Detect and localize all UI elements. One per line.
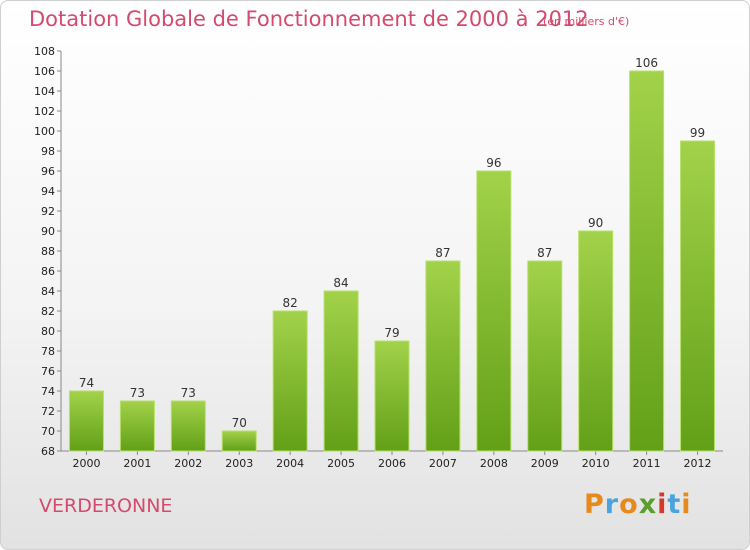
y-tick-label: 96 [41,165,55,178]
logo-letter: o [619,489,639,520]
bar-2001 [119,400,155,452]
data-label-2003: 70 [232,416,247,430]
bar-2000 [68,390,104,452]
y-tick-label: 82 [41,305,55,318]
y-tick-label: 94 [41,185,55,198]
y-tick-label: 78 [41,345,55,358]
x-tick-label-2010: 2010 [582,457,610,470]
bar-2009 [527,260,563,452]
y-tick-label: 86 [41,265,55,278]
data-label-2005: 84 [333,276,348,290]
proxiti-logo[interactable]: Proxiti [584,489,692,520]
logo-letter: i [681,489,692,520]
y-tick-label: 104 [34,85,55,98]
data-label-2002: 73 [181,386,196,400]
x-tick-label-2002: 2002 [174,457,202,470]
x-tick-label-2003: 2003 [225,457,253,470]
bar-2012 [680,140,716,452]
y-tick-label: 90 [41,225,55,238]
bar-2003 [221,430,257,452]
logo-letter: t [667,489,682,520]
data-label-2011: 106 [635,56,658,70]
data-label-2007: 87 [435,246,450,260]
x-tick-label-2000: 2000 [72,457,100,470]
data-label-2006: 79 [384,326,399,340]
x-tick-label-2012: 2012 [684,457,712,470]
data-label-2012: 99 [690,126,705,140]
y-tick-label: 84 [41,285,55,298]
chart-unit: (en milliers d'€) [543,15,630,28]
bar-2011 [629,70,665,452]
data-label-2008: 96 [486,156,501,170]
logo-letter: r [604,489,620,520]
y-tick-label: 70 [41,425,55,438]
bar-2007 [425,260,461,452]
x-tick-label-2009: 2009 [531,457,559,470]
data-label-2004: 82 [283,296,298,310]
commune-name: VERDERONNE [39,495,173,517]
chart-title: Dotation Globale de Fonctionnement de 20… [29,7,589,31]
y-tick-label: 100 [34,125,55,138]
x-tick-label-2011: 2011 [633,457,661,470]
bar-2008 [476,170,512,452]
bar-2006 [374,340,410,452]
logo-letter: x [638,489,658,520]
bar-2002 [170,400,206,452]
y-tick-label: 68 [41,445,55,458]
logo-letter: i [657,489,668,520]
x-tick-label-2006: 2006 [378,457,406,470]
y-tick-label: 102 [34,105,55,118]
y-tick-label: 92 [41,205,55,218]
bar-2004 [272,310,308,452]
logo-letter: P [584,489,605,520]
y-tick-label: 98 [41,145,55,158]
y-tick-label: 76 [41,365,55,378]
data-label-2000: 74 [79,376,94,390]
data-label-2010: 90 [588,216,603,230]
x-tick-label-2001: 2001 [123,457,151,470]
data-label-2001: 73 [130,386,145,400]
data-label-2009: 87 [537,246,552,260]
x-tick-label-2007: 2007 [429,457,457,470]
y-tick-label: 74 [41,385,55,398]
bar-2005 [323,290,359,452]
y-tick-label: 108 [34,45,55,58]
y-tick-label: 80 [41,325,55,338]
bar-2010 [578,230,614,452]
y-tick-label: 106 [34,65,55,78]
y-tick-label: 72 [41,405,55,418]
x-tick-label-2005: 2005 [327,457,355,470]
x-tick-label-2004: 2004 [276,457,304,470]
x-tick-label-2008: 2008 [480,457,508,470]
y-tick-label: 88 [41,245,55,258]
